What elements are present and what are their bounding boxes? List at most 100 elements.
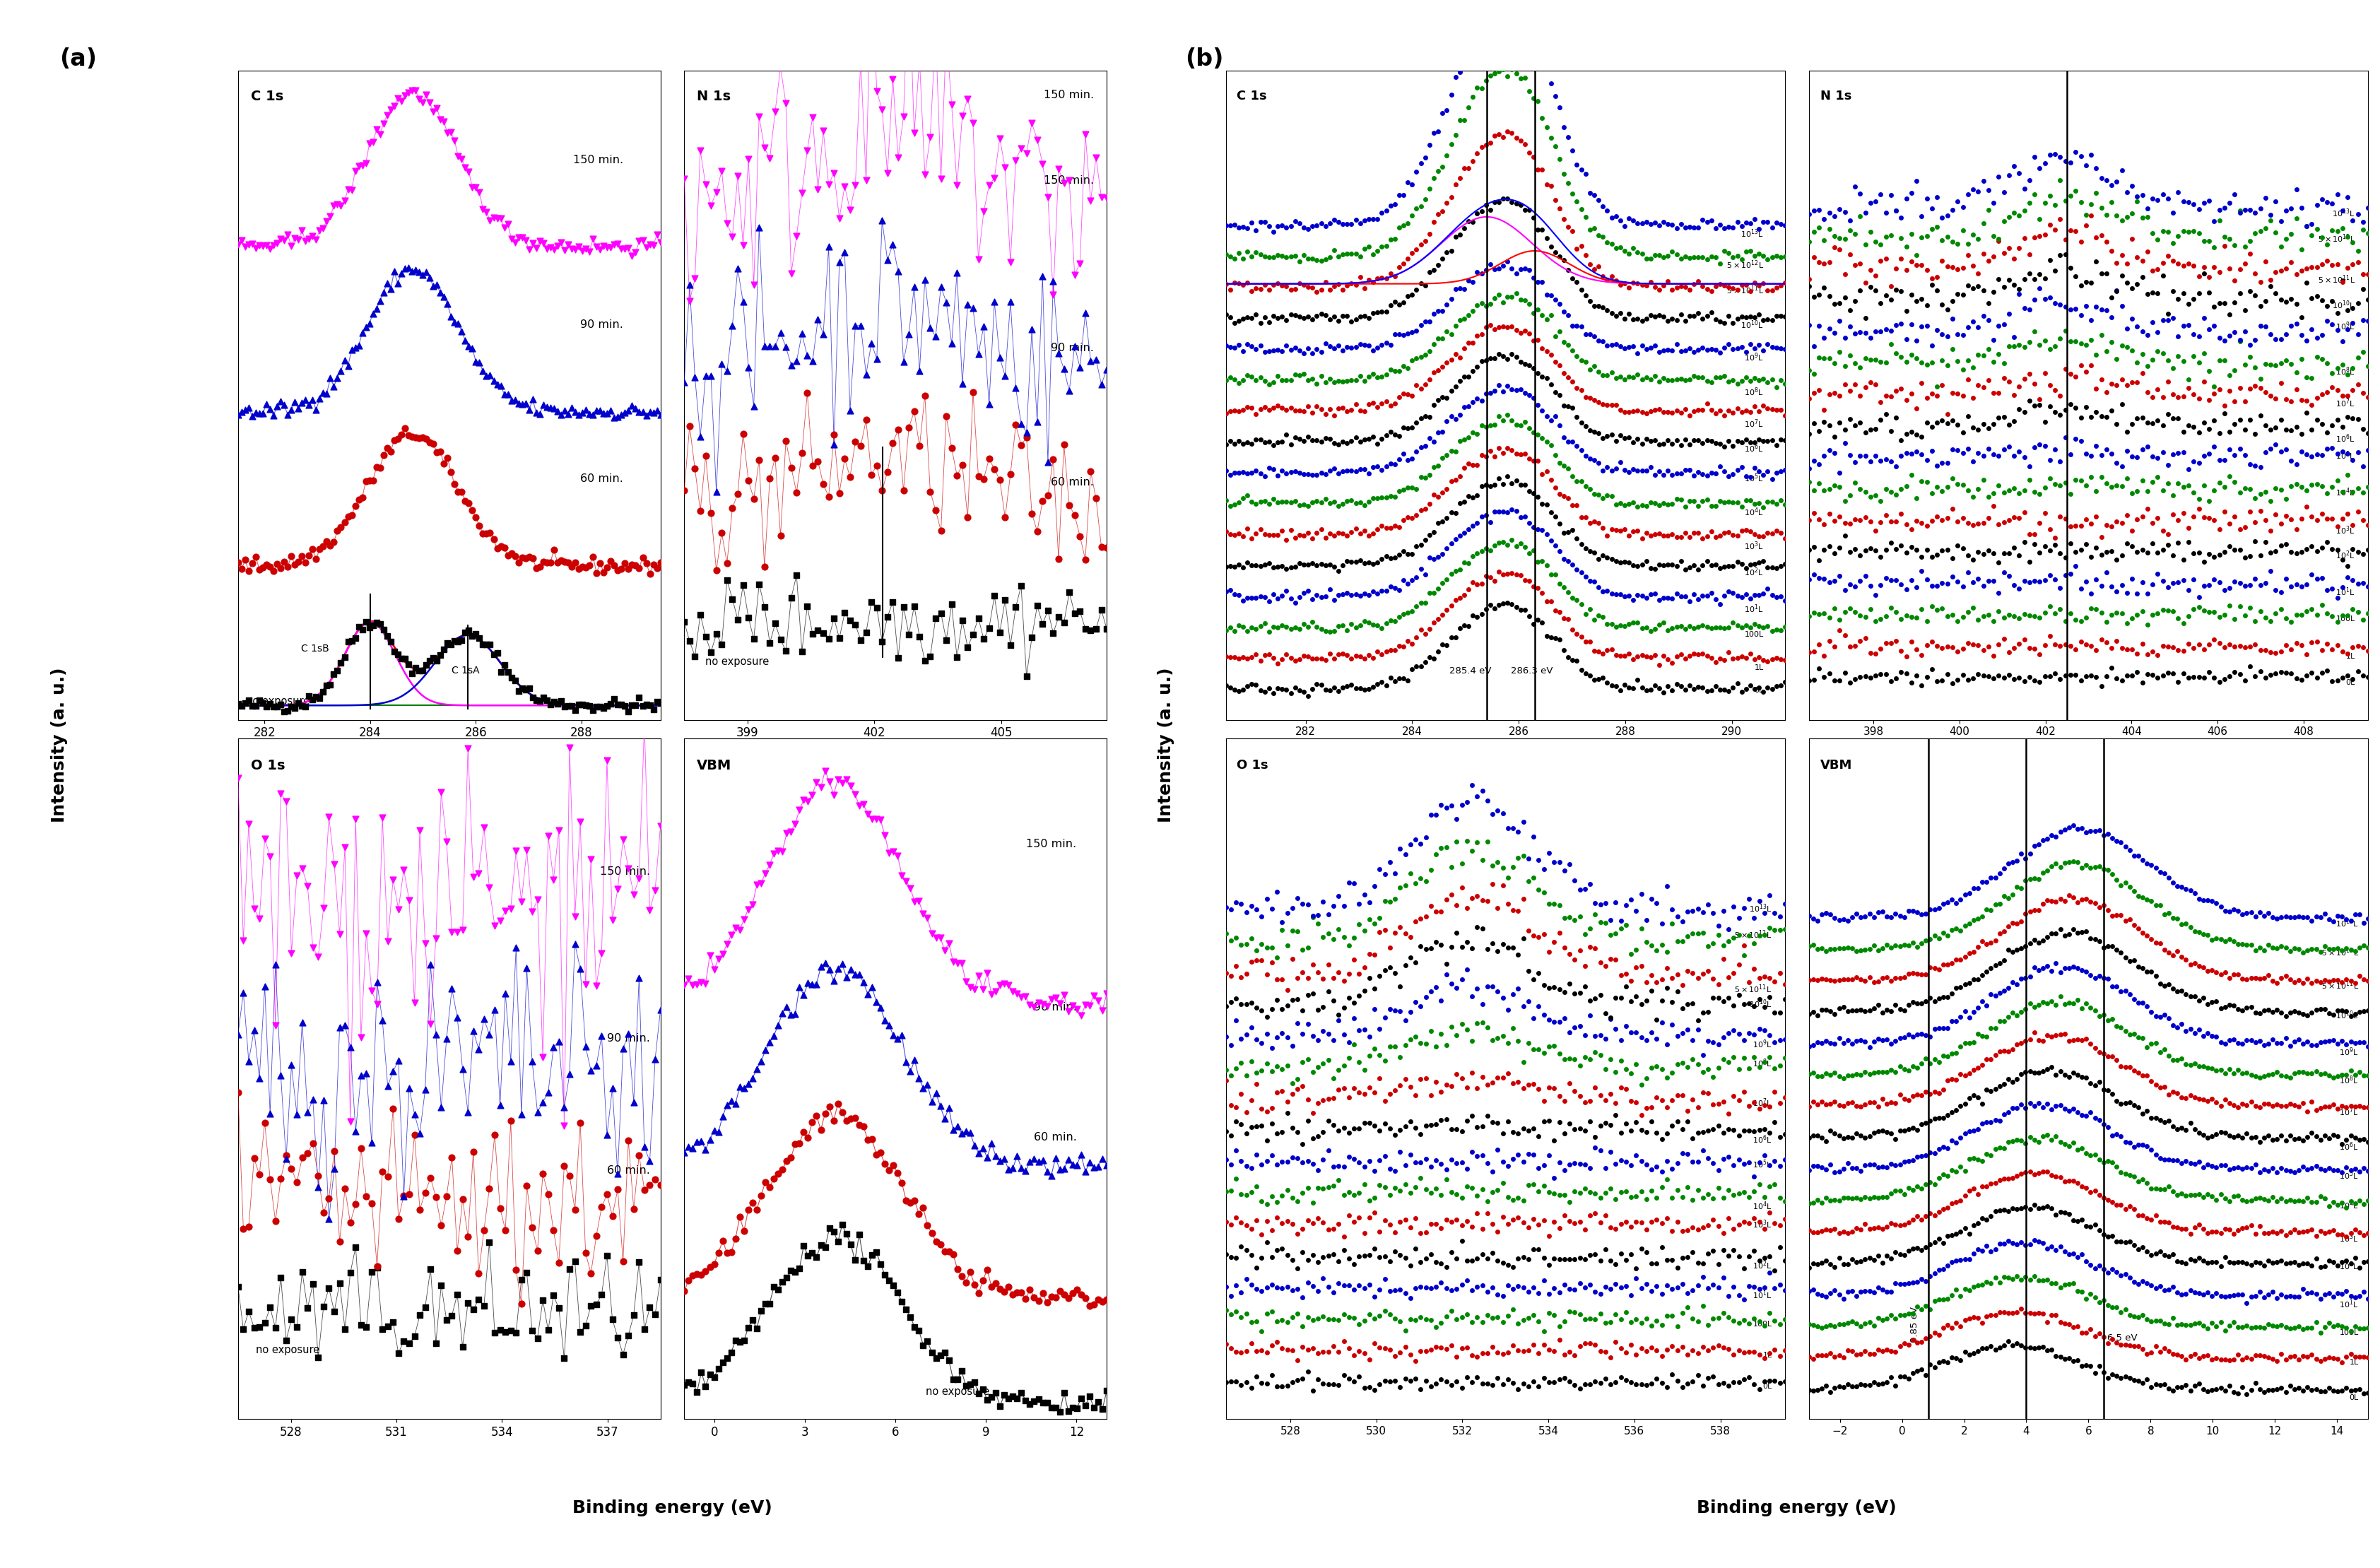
Point bbox=[1825, 1030, 1864, 1055]
Point bbox=[219, 1022, 257, 1047]
Point bbox=[2090, 1225, 2128, 1250]
Point bbox=[640, 690, 678, 715]
Point bbox=[1730, 238, 1768, 263]
Point bbox=[2261, 477, 2299, 502]
Point bbox=[1635, 397, 1673, 422]
Point bbox=[1554, 517, 1592, 543]
Point bbox=[2163, 944, 2202, 969]
Point bbox=[457, 505, 495, 530]
Point bbox=[2104, 367, 2142, 392]
Point bbox=[926, 1341, 964, 1366]
Point bbox=[1402, 1339, 1440, 1364]
Point bbox=[1816, 1375, 1854, 1400]
Point bbox=[1514, 1071, 1552, 1096]
Point bbox=[1678, 1149, 1716, 1174]
Point bbox=[1623, 367, 1661, 392]
Point bbox=[1999, 439, 2037, 464]
Point bbox=[683, 1359, 721, 1385]
Point bbox=[1928, 1163, 1966, 1189]
Point bbox=[2092, 475, 2130, 500]
Point bbox=[2206, 234, 2244, 259]
Point bbox=[2118, 1060, 2156, 1085]
Point bbox=[2166, 1217, 2204, 1242]
Point bbox=[1811, 345, 1849, 370]
Point bbox=[1916, 1171, 1954, 1196]
Point bbox=[1811, 317, 1849, 342]
Point bbox=[2216, 232, 2254, 257]
Point bbox=[524, 1160, 562, 1185]
Point bbox=[2328, 1278, 2366, 1303]
Point bbox=[1518, 361, 1557, 386]
Point bbox=[1725, 1308, 1764, 1333]
Point bbox=[2285, 1060, 2323, 1085]
Point bbox=[1295, 1190, 1333, 1215]
Point bbox=[1725, 1341, 1764, 1366]
Point bbox=[2202, 1182, 2240, 1207]
Point bbox=[2056, 395, 2094, 420]
Point bbox=[1892, 221, 1930, 246]
Point bbox=[1752, 883, 1790, 908]
Point bbox=[1871, 480, 1909, 505]
Point bbox=[1285, 398, 1323, 423]
Point bbox=[2021, 1229, 2059, 1254]
Point bbox=[1480, 593, 1518, 618]
Point bbox=[2159, 323, 2197, 348]
Point bbox=[1766, 1146, 1804, 1171]
Point bbox=[2140, 643, 2178, 668]
Point bbox=[571, 1058, 609, 1083]
Point bbox=[1654, 1088, 1692, 1113]
Point bbox=[1837, 1093, 1875, 1118]
Point bbox=[2216, 1184, 2254, 1209]
Point bbox=[1207, 673, 1245, 698]
Point bbox=[1921, 1322, 1959, 1347]
Point bbox=[1964, 343, 2002, 368]
Point bbox=[1847, 969, 1885, 994]
Point bbox=[1380, 478, 1418, 503]
Point bbox=[1949, 1278, 1987, 1303]
Point bbox=[1709, 964, 1747, 989]
Point bbox=[1975, 1237, 2013, 1262]
Point bbox=[1361, 905, 1399, 930]
Point bbox=[2149, 452, 2187, 477]
Point bbox=[1859, 1372, 1897, 1397]
Point bbox=[1480, 560, 1518, 585]
Point bbox=[2149, 633, 2187, 659]
Point bbox=[436, 472, 474, 497]
Point bbox=[2159, 1116, 2197, 1142]
Point bbox=[1683, 207, 1721, 232]
Point bbox=[1566, 350, 1604, 375]
Point bbox=[1756, 491, 1795, 516]
Point bbox=[2075, 1284, 2113, 1309]
Point bbox=[2037, 851, 2075, 877]
Point bbox=[2087, 539, 2125, 564]
Point bbox=[2202, 1152, 2240, 1178]
Point bbox=[2071, 1071, 2109, 1096]
Point bbox=[1607, 1057, 1645, 1082]
Point bbox=[2278, 310, 2316, 336]
Point bbox=[1642, 1159, 1680, 1184]
Point bbox=[1211, 989, 1250, 1014]
Point bbox=[305, 1088, 343, 1113]
Point bbox=[1304, 1305, 1342, 1330]
Point bbox=[1376, 1344, 1414, 1369]
Point bbox=[1488, 284, 1526, 309]
Point bbox=[2232, 1062, 2271, 1087]
Point bbox=[614, 1303, 652, 1328]
Point bbox=[1723, 585, 1761, 610]
Point bbox=[2268, 436, 2306, 461]
Point bbox=[1878, 378, 1916, 403]
Point bbox=[1385, 666, 1423, 691]
Point bbox=[2087, 436, 2125, 461]
Point bbox=[1890, 1301, 1928, 1327]
Point bbox=[2149, 220, 2187, 245]
Point bbox=[1418, 575, 1457, 601]
Point bbox=[1526, 880, 1564, 905]
Point bbox=[1302, 459, 1340, 485]
Point bbox=[1894, 898, 1933, 924]
Point bbox=[674, 1264, 712, 1289]
Point bbox=[2094, 1256, 2132, 1281]
Point bbox=[1561, 1377, 1599, 1402]
Point bbox=[2159, 180, 2197, 205]
Point bbox=[1923, 227, 1961, 252]
Point bbox=[1002, 433, 1040, 458]
